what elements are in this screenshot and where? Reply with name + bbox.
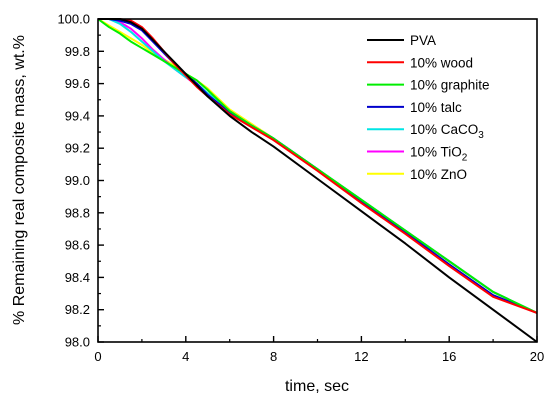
y-tick-label: 99.2 bbox=[65, 141, 90, 156]
legend-label: 10% TiO2 bbox=[410, 145, 468, 164]
legend-label: 10% CaCO3 bbox=[410, 122, 484, 141]
x-tick-label: 20 bbox=[530, 349, 544, 364]
y-tick-label: 98.4 bbox=[65, 270, 90, 285]
legend: PVA 10% wood 10% graphite 10% talc 10% CaCO3… bbox=[367, 33, 490, 182]
x-tick-label: 12 bbox=[354, 349, 368, 364]
x-tick-label: 4 bbox=[182, 349, 189, 364]
x-tick-label: 0 bbox=[94, 349, 101, 364]
legend-label: 10% talc bbox=[410, 100, 462, 115]
x-tick-label: 16 bbox=[442, 349, 456, 364]
legend-label: 10% ZnO bbox=[410, 167, 467, 182]
series-line-0 bbox=[98, 18, 538, 343]
y-tick-label: 99.0 bbox=[65, 173, 90, 188]
y-tick-label: 98.0 bbox=[65, 335, 90, 350]
legend-label: 10% wood bbox=[410, 55, 473, 70]
y-tick-label: 98.8 bbox=[65, 205, 90, 220]
series-line-2 bbox=[97, 18, 538, 314]
x-tick-label: 8 bbox=[270, 349, 277, 364]
y-tick-label: 99.8 bbox=[65, 44, 90, 59]
y-tick-label: 98.6 bbox=[65, 238, 90, 253]
y-tick-label: 98.2 bbox=[65, 302, 90, 317]
series-layer bbox=[97, 18, 538, 343]
y-tick-label: 99.6 bbox=[65, 76, 90, 91]
y-axis-title: % Remaining real composite mass, wt.% bbox=[11, 35, 28, 325]
y-tick-label: 99.4 bbox=[65, 108, 90, 123]
legend-label: PVA bbox=[410, 33, 436, 48]
series-line-3 bbox=[98, 18, 538, 314]
y-tick-label: 100.0 bbox=[57, 12, 90, 27]
x-axis-title: time, sec bbox=[285, 378, 349, 395]
legend-label: 10% graphite bbox=[410, 78, 490, 93]
ticks-layer: 0 4 8 12 16 20 98.0 98.2 98.4 98.6 98.8 99.0 99.2 99.… bbox=[57, 12, 544, 365]
